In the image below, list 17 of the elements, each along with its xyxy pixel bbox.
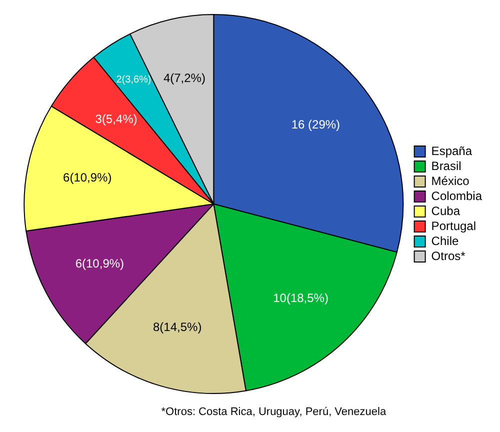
data-label: 10(18,5%) [273, 291, 328, 306]
legend-label: México [431, 174, 470, 188]
text: *Otros: Costa Rica, Uruguay, Perú, Venezuela [161, 406, 387, 418]
legend-label: Cuba [431, 204, 460, 218]
data-label: 6(10,9%) [75, 256, 124, 270]
data-label: 3(5,4%) [95, 112, 138, 126]
data-label: 8(14,5%) [153, 320, 202, 334]
legend-label: Portugal [431, 218, 476, 233]
data-label: 6(10,9%) [63, 170, 112, 185]
data-label: 4(7,2%) [163, 70, 206, 85]
legend-label: Otros* [431, 248, 466, 263]
data-label: 16 (29%) [291, 118, 340, 132]
data-label: 2(3,6%) [116, 74, 152, 86]
legend-label: Colombia [431, 188, 482, 203]
legend-label: España [431, 144, 472, 158]
legend-label: Brasil [431, 158, 462, 173]
legend-label: Chile [431, 234, 459, 248]
